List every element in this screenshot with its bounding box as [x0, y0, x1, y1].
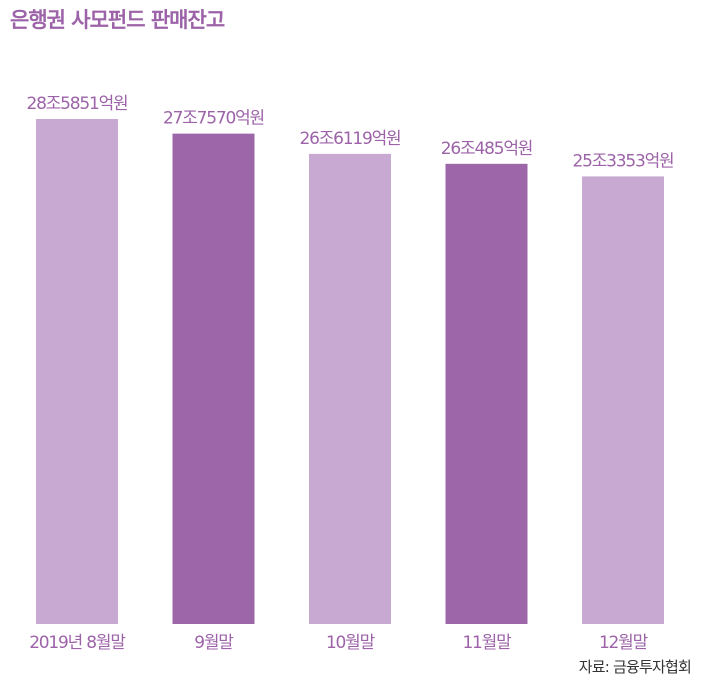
value-label-4: 26조485억원	[441, 139, 532, 159]
bar-1	[36, 119, 118, 624]
bar-4	[445, 163, 528, 624]
category-label-1: 2019년 8월말	[29, 633, 126, 653]
value-label-2: 27조7570억원	[163, 109, 264, 129]
chart-title: 은행권 사모펀드 판매잔고	[10, 8, 225, 32]
value-label-5: 25조3353억원	[572, 151, 673, 171]
bar-3	[309, 153, 391, 625]
value-label-3: 26조6119억원	[299, 129, 400, 149]
value-label-1: 28조5851억원	[26, 94, 127, 114]
category-label-2: 9월말	[194, 633, 234, 653]
bar-2	[172, 133, 255, 624]
source-note: 자료: 금융투자협회	[578, 658, 692, 676]
category-label-3: 10월말	[326, 633, 376, 653]
category-label-5: 12월말	[599, 633, 649, 653]
bar-5	[582, 176, 664, 624]
category-label-4: 11월말	[462, 633, 512, 653]
